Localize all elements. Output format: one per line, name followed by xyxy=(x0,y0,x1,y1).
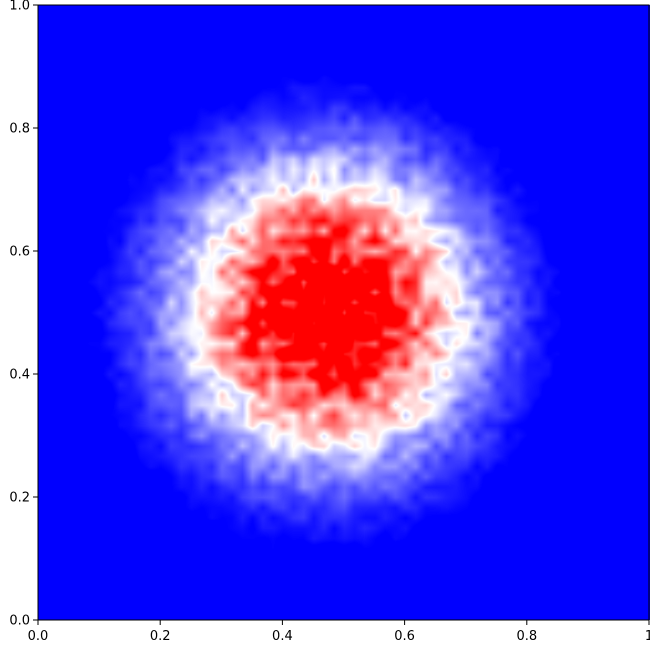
y-tick-label: 1.0 xyxy=(9,0,30,14)
x-tick-label: 0.2 xyxy=(150,629,171,644)
y-tick-label: 0.4 xyxy=(9,368,30,383)
heatmap-image xyxy=(38,5,650,620)
y-tick-label: 0.6 xyxy=(9,245,30,260)
x-tick-label: 0.8 xyxy=(516,629,537,644)
x-tick-label: 0.4 xyxy=(272,629,293,644)
y-axis: 0.0 0.2 0.4 0.6 0.8 1.0 xyxy=(9,0,38,629)
y-tick-label: 0.0 xyxy=(9,614,30,629)
y-tick-label: 0.8 xyxy=(9,122,30,137)
x-tick-label: 0.0 xyxy=(28,629,49,644)
x-tick-label: 1 xyxy=(645,629,650,644)
y-tick-label: 0.2 xyxy=(9,491,30,506)
x-axis: 0.0 0.2 0.4 0.6 0.8 1 xyxy=(28,620,650,644)
x-tick-label: 0.6 xyxy=(394,629,415,644)
